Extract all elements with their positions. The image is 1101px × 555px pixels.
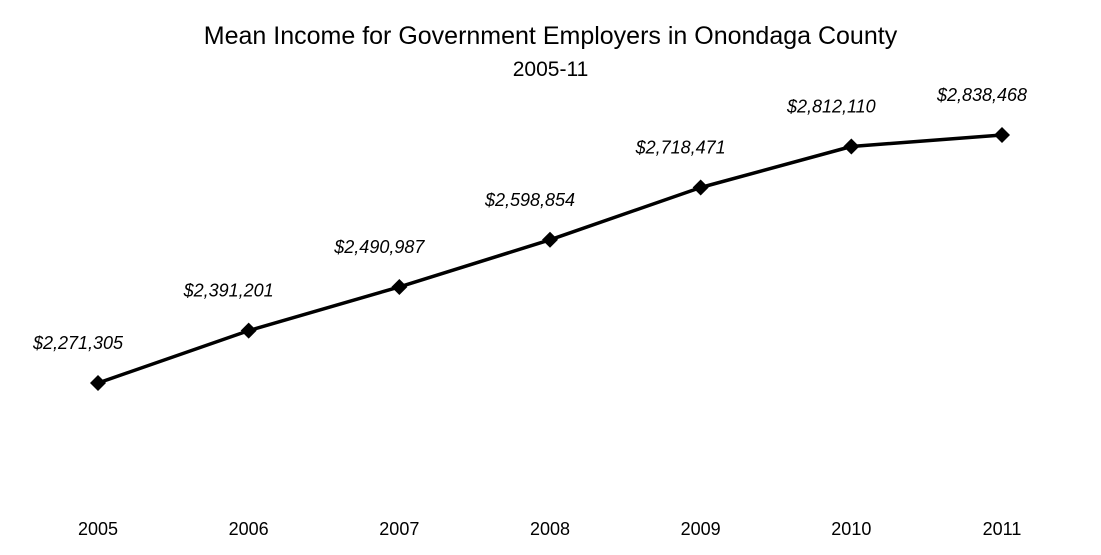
data-label: $2,812,110 (786, 97, 876, 117)
x-tick-label: 2007 (379, 519, 419, 539)
data-label: $2,391,201 (183, 281, 274, 301)
data-label: $2,838,468 (936, 85, 1027, 105)
data-point-marker (90, 375, 106, 391)
chart-subtitle: 2005-11 (512, 58, 589, 81)
x-tick-label: 2009 (681, 519, 721, 539)
chart-title: Mean Income for Government Employers in … (203, 22, 898, 50)
data-label: $2,598,854 (484, 190, 575, 210)
plot-area: $2,271,305 $2,391,201 $2,490,987 $2,598,854… (32, 85, 1027, 539)
data-label: $2,718,471 (635, 137, 726, 157)
data-point-marker (843, 138, 860, 155)
data-label: $2,490,987 (333, 237, 425, 257)
x-tick-label: 2006 (229, 519, 269, 539)
x-tick-label: 2010 (831, 519, 871, 539)
data-point-marker (692, 179, 709, 196)
data-point-marker (994, 127, 1010, 143)
x-tick-label: 2011 (983, 519, 1022, 539)
data-point-marker (240, 322, 257, 339)
data-point-marker (542, 231, 558, 248)
x-tick-label: 2008 (530, 519, 570, 539)
data-point-marker (391, 278, 408, 295)
series-line (97, 133, 1003, 385)
data-label: $2,271,305 (32, 333, 124, 353)
x-tick-label: 2005 (78, 519, 118, 539)
